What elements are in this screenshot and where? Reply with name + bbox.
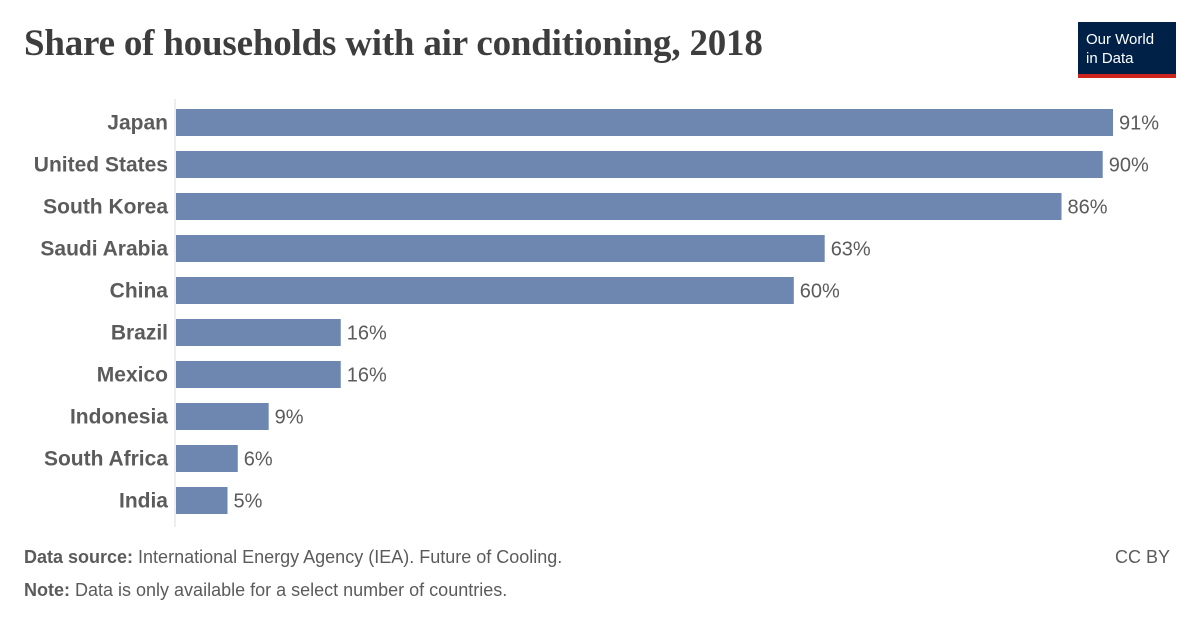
value-label: 60% <box>800 281 840 303</box>
category-label: Brazil <box>111 322 168 345</box>
owid-logo[interactable]: Our World in Data <box>1078 22 1176 78</box>
bar[interactable] <box>176 487 228 514</box>
logo-line-2: in Data <box>1086 50 1134 67</box>
value-label: 91% <box>1119 113 1159 135</box>
data-source-label: Data source: <box>24 547 134 567</box>
bar[interactable] <box>176 277 794 304</box>
bar[interactable] <box>176 193 1062 220</box>
bar[interactable] <box>176 445 238 472</box>
value-label: 16% <box>347 365 387 387</box>
data-source-text: International Energy Agency (IEA). Futur… <box>133 547 563 567</box>
category-label: Saudi Arabia <box>40 238 168 261</box>
bar[interactable] <box>176 319 341 346</box>
bar[interactable] <box>176 235 825 262</box>
value-label: 90% <box>1109 155 1149 177</box>
note-text: Data is only available for a select numb… <box>70 580 508 600</box>
category-label: Indonesia <box>70 406 168 429</box>
value-label: 86% <box>1068 197 1108 219</box>
bar[interactable] <box>176 403 269 430</box>
logo-line-1: Our World <box>1086 31 1155 48</box>
license-link[interactable]: CC BY <box>1114 547 1170 567</box>
category-label: China <box>110 280 169 303</box>
category-label: Japan <box>107 112 168 135</box>
category-label: South Africa <box>44 448 168 471</box>
bar[interactable] <box>176 151 1103 178</box>
bar-chart: Japan 91% United States 90% South Korea 86% Sa… <box>34 99 1159 527</box>
value-label: 9% <box>275 407 304 429</box>
chart-note: Note: Data is only available for a selec… <box>24 580 507 601</box>
category-label: Mexico <box>97 364 168 387</box>
category-label: India <box>119 490 168 513</box>
data-source: Data source: International Energy Agency… <box>24 547 562 568</box>
value-label: 6% <box>244 449 273 471</box>
category-label: South Korea <box>43 196 168 219</box>
bar[interactable] <box>176 361 341 388</box>
value-label: 63% <box>831 239 871 261</box>
value-label: 16% <box>347 323 387 345</box>
chart-title: Share of households with air conditionin… <box>24 23 763 64</box>
value-label: 5% <box>233 491 262 513</box>
category-label: United States <box>34 154 168 177</box>
note-label: Note: <box>24 580 70 600</box>
bar[interactable] <box>176 109 1113 136</box>
